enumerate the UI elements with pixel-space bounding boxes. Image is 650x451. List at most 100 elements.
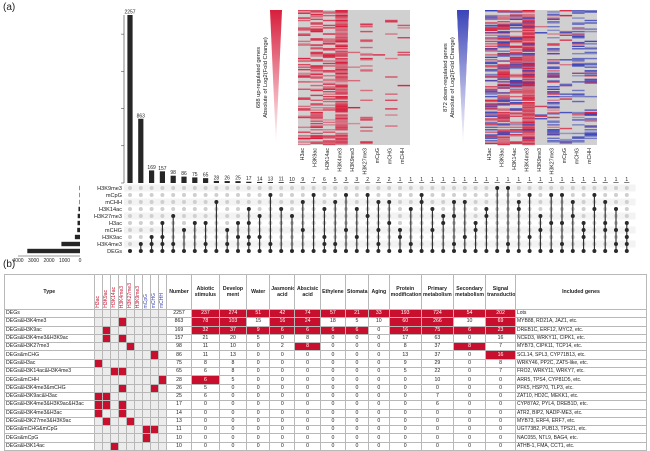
row-value: 8 (485, 358, 516, 369)
mark-cell-off (125, 383, 135, 393)
intersection-bar-label: 11 (279, 177, 284, 183)
heatmap-cell (522, 48, 535, 50)
heatmap-column-label: H3K4me3 (338, 148, 344, 172)
heatmap-cell (335, 140, 348, 142)
intersection-bar (570, 182, 576, 183)
intersection-bar-label: 26 (224, 176, 230, 182)
heatmap-cell (335, 71, 348, 73)
heatmap-cell (322, 106, 336, 109)
matrix-dot-off (624, 207, 629, 211)
row-value: 0 (485, 408, 516, 418)
row-value: 266 (420, 317, 454, 327)
heatmap-cell (572, 93, 585, 95)
heatmap-cell (572, 22, 585, 24)
intersection-bar (332, 182, 338, 183)
row-value: 6 (191, 367, 220, 377)
matrix-dot-off (624, 200, 629, 204)
mark-cell-off (109, 416, 119, 427)
heatmap-cell (547, 95, 560, 98)
heatmap-cell (522, 70, 535, 72)
intersection-bar-label: 157 (158, 166, 167, 172)
heatmap-cell (497, 132, 510, 135)
heatmap-cell (335, 55, 348, 57)
mark-cell-off (141, 367, 151, 377)
row-value: 42 (269, 308, 296, 319)
matrix-dot-off (452, 186, 456, 190)
row-value: 0 (452, 358, 487, 369)
heatmap-cell (509, 18, 523, 21)
row-value: 0 (367, 400, 390, 410)
heatmap-cell (509, 99, 523, 102)
row-number: 10 (165, 441, 193, 451)
heatmap-cell (522, 13, 535, 16)
heatmap-cell (335, 67, 348, 70)
matrix-dot-off (279, 200, 284, 204)
row-value: 9 (246, 325, 271, 335)
heatmap-cell (509, 129, 523, 131)
heatmap-cell (584, 129, 597, 131)
heatmap-cell (497, 71, 510, 73)
intersection-bar (451, 182, 457, 183)
mark-cell-off (93, 317, 103, 327)
heatmap-cell (509, 133, 523, 136)
heatmap-cell (522, 66, 535, 68)
heatmap-cell (522, 14, 535, 17)
matrix-dot-off (257, 193, 262, 197)
heatmap-column-label: H3ac (487, 148, 493, 161)
row-value: 0 (367, 367, 390, 377)
intersection-bar-label: 1 (485, 177, 488, 183)
column-header: Protein modification (388, 274, 422, 310)
heatmap-cell (584, 22, 597, 24)
heatmap-cell (547, 124, 560, 126)
heatmap-cell (547, 133, 560, 136)
heatmap-cell (335, 54, 348, 56)
heatmap-cell (509, 40, 523, 43)
matrix-dot-off (333, 193, 338, 197)
intersection-bar (159, 171, 165, 183)
heatmap-cell (522, 137, 535, 140)
heatmap-cell (335, 124, 348, 126)
heatmap-cell (509, 24, 523, 27)
heatmap-cell (360, 24, 373, 27)
heatmap-cell (522, 33, 535, 35)
row-value: 0 (345, 375, 369, 385)
intersection-bar-label: 1 (561, 177, 564, 183)
heatmap-cell (584, 109, 597, 111)
mark-cell-off (157, 367, 167, 377)
heatmap-cell (360, 57, 373, 60)
row-type: DEGs&H3K4me3&H3K9ac&H3ac (4, 400, 95, 410)
heatmap-cell (522, 95, 535, 98)
mark-header-label: mCHG (151, 292, 158, 308)
column-header: Abiotic stimulus (191, 274, 220, 310)
heatmap-cell (547, 75, 560, 77)
row-value: 0 (246, 441, 271, 451)
heatmap-cell (335, 22, 348, 24)
matrix-dot-off (138, 221, 143, 225)
mark-cell-off (117, 441, 127, 451)
heatmap-cell (497, 75, 510, 77)
heatmap-cell (497, 118, 510, 120)
heatmap-cell (310, 135, 323, 137)
matrix-dot-off (322, 186, 327, 190)
table-row: DEGs&H3ac 75 8 8 0 0 0 0 0 0 9 29 0 8 WRKY46, PP2C, ZA… (4, 358, 648, 369)
row-value: 0 (452, 383, 487, 393)
heatmap-cell (385, 108, 398, 110)
row-value: 0 (388, 400, 422, 410)
mark-header-label: H3ac (95, 296, 102, 308)
heatmap-cell (509, 135, 523, 137)
heatmap-cell (485, 122, 498, 125)
intersection-bar (149, 170, 155, 183)
mark-cell-off (149, 391, 159, 402)
heatmap-cell (522, 104, 535, 106)
heatmap-cell (572, 140, 585, 142)
row-number: 11 (165, 425, 193, 435)
heatmap-cell (497, 87, 510, 89)
heatmap-cell (509, 65, 523, 67)
heatmap-cell (522, 92, 535, 94)
heatmap-cell (522, 142, 535, 144)
heatmap-cell (509, 92, 523, 94)
heatmap-cell (335, 114, 348, 116)
row-value: 0 (452, 400, 487, 410)
mark-cell-off (133, 400, 143, 410)
mark-cell-off (93, 325, 103, 335)
